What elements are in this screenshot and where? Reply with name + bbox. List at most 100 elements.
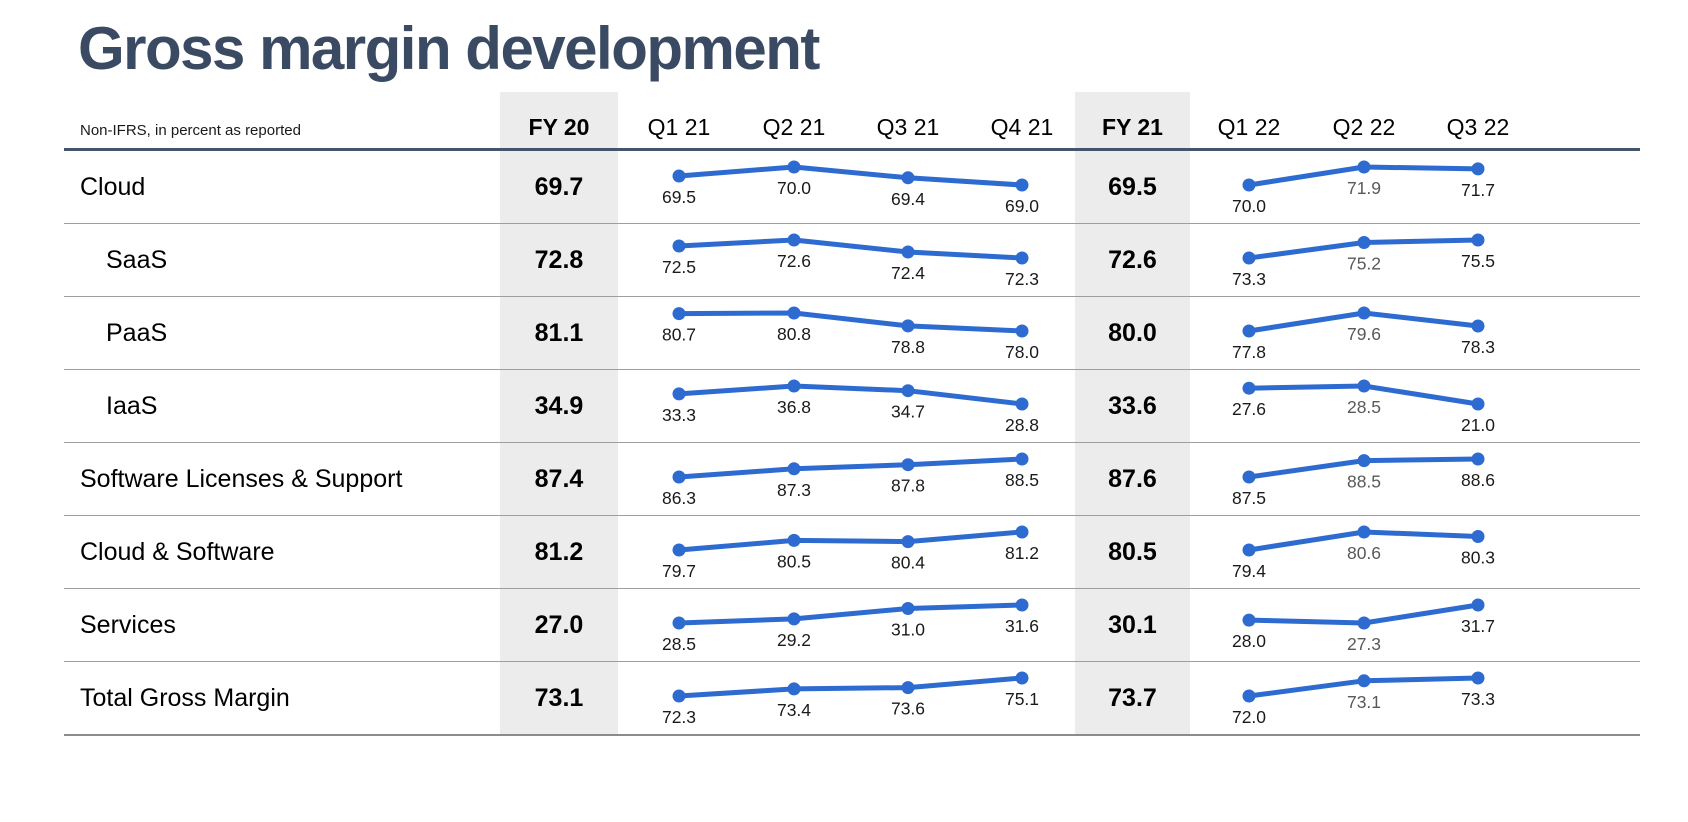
data-point-marker: [1242, 324, 1256, 338]
table-row: IaaS 34.9 33.3 36.8 34.7 28.8 33.6 27.6 28.5 21.0: [64, 370, 1640, 443]
data-point-marker: [1471, 598, 1485, 612]
data-point-label: 78.0: [1005, 342, 1039, 362]
sparkline-fy21-quarters: 86.3 87.3 87.8 88.5: [618, 443, 1075, 515]
row-filler: [1560, 443, 1640, 515]
data-point-label: 80.3: [1461, 548, 1495, 568]
fy21-value: 69.5: [1075, 151, 1190, 223]
data-point-marker: [672, 689, 686, 703]
sparkline: 73.3 75.2 75.5: [1232, 233, 1495, 289]
data-point-label: 27.3: [1347, 634, 1381, 654]
data-point-label: 73.1: [1347, 692, 1381, 712]
data-point-marker: [901, 319, 915, 333]
data-point-label: 72.4: [891, 263, 925, 283]
data-point-marker: [1015, 671, 1029, 685]
data-point-marker: [1357, 160, 1371, 174]
sparkline: 72.3 73.4 73.6 75.1: [662, 671, 1039, 727]
sparkline: 27.6 28.5 21.0: [1232, 379, 1495, 435]
data-point-marker: [1015, 324, 1029, 338]
data-point-label: 31.0: [891, 620, 925, 640]
data-point-label: 75.5: [1461, 251, 1495, 271]
data-point-marker: [1015, 251, 1029, 265]
column-header-q1-21: Q1 21: [647, 114, 711, 140]
data-point-label: 81.2: [1005, 543, 1039, 563]
data-point-label: 28.8: [1005, 415, 1039, 435]
data-point-marker: [1357, 379, 1371, 393]
fy20-value: 87.4: [500, 443, 618, 515]
data-point-marker: [1471, 233, 1485, 247]
row-label: PaaS: [106, 318, 168, 347]
sparkline-fy22-quarters: 28.0 27.3 31.7: [1190, 589, 1560, 661]
data-point-marker: [1357, 616, 1371, 630]
sparkline-line: [676, 602, 1025, 626]
data-point-marker: [1242, 251, 1256, 265]
quarter-headers-fy21: Q1 21 Q2 21 Q3 21 Q4 21: [618, 92, 1075, 148]
data-point-marker: [1015, 452, 1029, 466]
sparkline: 86.3 87.3 87.8 88.5: [662, 452, 1039, 508]
data-point-label: 34.7: [891, 402, 925, 422]
data-point-marker: [1015, 397, 1029, 411]
data-point-label: 69.5: [662, 187, 696, 207]
data-point-marker: [787, 233, 801, 247]
sparkline: 28.5 29.2 31.0 31.6: [662, 598, 1039, 654]
sparkline: 80.7 80.8 78.8 78.0: [662, 306, 1039, 362]
data-point-label: 29.2: [777, 630, 811, 650]
data-point-label: 72.5: [662, 257, 696, 277]
sparkline-fy21-quarters: 69.5 70.0 69.4 69.0: [618, 151, 1075, 223]
row-label: SaaS: [106, 245, 168, 274]
data-point-label: 28.5: [1347, 397, 1381, 417]
data-point-marker: [901, 171, 915, 185]
data-point-label: 80.8: [777, 324, 811, 344]
data-point-label: 88.5: [1005, 470, 1039, 490]
data-point-label: 88.5: [1347, 472, 1381, 492]
fy20-value: 27.0: [500, 589, 618, 661]
sparkline-line: [676, 237, 1025, 261]
data-point-label: 80.7: [662, 325, 696, 345]
data-point-marker: [1471, 671, 1485, 685]
sparkline-line: [676, 310, 1025, 334]
data-point-label: 86.3: [662, 488, 696, 508]
table-row: Services 27.0 28.5 29.2 31.0 31.6 30.1 28.0 27.3…: [64, 589, 1640, 662]
data-point-label: 31.7: [1461, 616, 1495, 636]
fy20-value: 34.9: [500, 370, 618, 442]
sparkline-fy22-quarters: 72.0 73.1 73.3: [1190, 662, 1560, 734]
data-point-marker: [1242, 470, 1256, 484]
data-point-label: 73.3: [1232, 269, 1266, 289]
data-point-marker: [1242, 178, 1256, 192]
data-point-marker: [787, 462, 801, 476]
sparkline-fy21-quarters: 79.7 80.5 80.4 81.2: [618, 516, 1075, 588]
quarter-headers-fy22: Q1 22 Q2 22 Q3 22: [1190, 92, 1560, 148]
data-point-label: 87.8: [891, 476, 925, 496]
data-point-label: 28.5: [662, 634, 696, 654]
sparkline-line: [676, 164, 1025, 188]
data-point-label: 73.4: [777, 700, 811, 720]
data-point-label: 80.4: [891, 553, 925, 573]
data-point-label: 73.3: [1461, 689, 1495, 709]
data-point-label: 87.3: [777, 480, 811, 500]
data-point-label: 69.4: [891, 189, 925, 209]
sparkline-fy22-quarters: 27.6 28.5 21.0: [1190, 370, 1560, 442]
data-point-marker: [901, 458, 915, 472]
row-filler: [1560, 662, 1640, 734]
data-point-label: 72.0: [1232, 707, 1266, 727]
data-point-marker: [901, 384, 915, 398]
sparkline-fy22-quarters: 77.8 79.6 78.3: [1190, 297, 1560, 369]
fy21-value: 72.6: [1075, 224, 1190, 296]
fy20-value: 81.1: [500, 297, 618, 369]
table-row: Cloud 69.7 69.5 70.0 69.4 69.0 69.5 70.0 71.9 71.…: [64, 151, 1640, 224]
data-point-label: 28.0: [1232, 631, 1266, 651]
fy20-value: 72.8: [500, 224, 618, 296]
table-row: Cloud & Software 81.2 79.7 80.5 80.4 81.2 80.5…: [64, 516, 1640, 589]
data-point-label: 78.3: [1461, 337, 1495, 357]
data-point-marker: [1015, 178, 1029, 192]
table-row: Software Licenses & Support 87.4 86.3 87.3 8…: [64, 443, 1640, 516]
data-point-marker: [901, 245, 915, 259]
data-point-label: 21.0: [1461, 415, 1495, 435]
data-point-marker: [787, 612, 801, 626]
fy21-value: 87.6: [1075, 443, 1190, 515]
data-point-marker: [1357, 674, 1371, 688]
fy20-value: 73.1: [500, 662, 618, 734]
data-point-marker: [787, 160, 801, 174]
column-header-fy21: FY 21: [1075, 92, 1190, 148]
sparkline: 70.0 71.9 71.7: [1232, 160, 1495, 216]
sparkline-line: [676, 383, 1025, 407]
